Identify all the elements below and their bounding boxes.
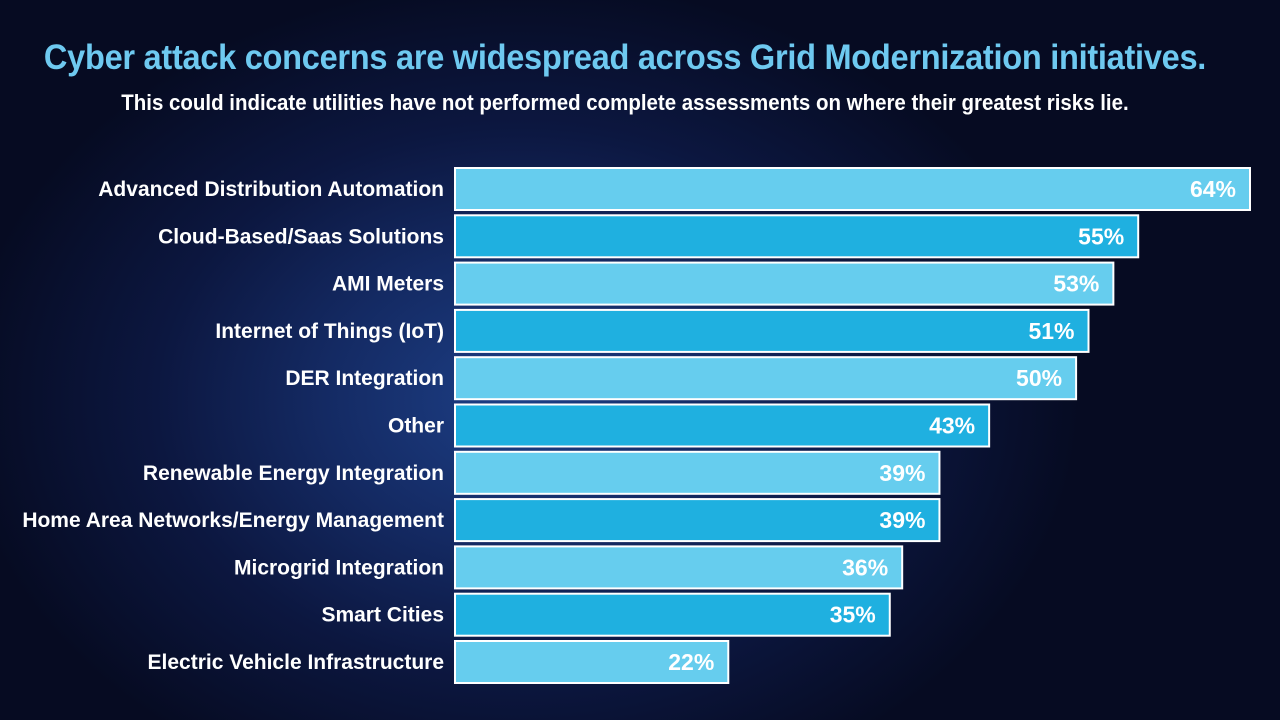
value-label: 36%: [842, 554, 888, 580]
bar-5: [454, 356, 1078, 401]
bar-7: [454, 450, 941, 495]
category-label: Microgrid Integration: [234, 556, 444, 579]
bar-4: [454, 308, 1090, 353]
value-label: 53%: [1053, 271, 1099, 297]
value-label: 64%: [1190, 176, 1236, 202]
bar-3: [454, 261, 1115, 306]
bar-2: [454, 214, 1140, 259]
category-label: Smart Cities: [321, 604, 444, 627]
category-label: Renewable Energy Integration: [143, 462, 444, 485]
category-label: Electric Vehicle Infrastructure: [148, 651, 444, 674]
value-label: 22%: [668, 649, 714, 675]
bar-10: [454, 592, 891, 637]
value-label: 55%: [1078, 223, 1124, 249]
category-label: Other: [388, 415, 444, 438]
category-label: AMI Meters: [332, 273, 444, 296]
value-label: 39%: [879, 460, 925, 486]
bar-8: [454, 498, 941, 543]
bar-11: [454, 640, 730, 684]
value-label: 50%: [1016, 365, 1062, 391]
bar-9: [454, 545, 904, 590]
category-label: DER Integration: [285, 367, 444, 390]
bar-1: [454, 167, 1251, 211]
category-label: Cloud-Based/Saas Solutions: [158, 225, 444, 248]
value-label: 35%: [830, 602, 876, 628]
value-label: 39%: [879, 507, 925, 533]
category-label: Home Area Networks/Energy Management: [22, 509, 444, 532]
bar-6: [454, 403, 991, 448]
value-label: 51%: [1028, 318, 1074, 344]
category-label: Advanced Distribution Automation: [98, 178, 444, 201]
chart-subtitle: This could indicate utilities have not p…: [121, 90, 1129, 115]
chart-title: Cyber attack concerns are widespread acr…: [43, 38, 1207, 77]
category-label: Internet of Things (IoT): [215, 320, 444, 343]
value-label: 43%: [929, 413, 975, 439]
